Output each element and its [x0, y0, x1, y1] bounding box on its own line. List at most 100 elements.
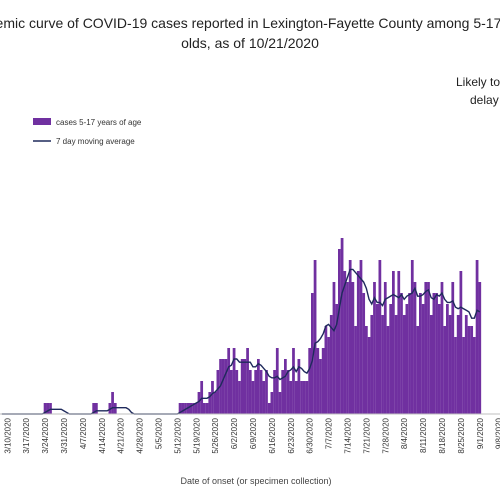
x-tick-label: 8/18/2020 — [438, 417, 447, 453]
case-bar — [370, 315, 374, 414]
case-bar — [246, 348, 249, 414]
case-bar — [192, 403, 195, 414]
case-bar — [394, 315, 398, 414]
case-bar — [427, 282, 430, 414]
case-bar — [265, 370, 268, 414]
x-tick-label: 3/24/2020 — [41, 417, 50, 453]
case-bar — [443, 326, 447, 414]
x-tick-label: 8/25/2020 — [457, 417, 466, 453]
x-tick-label: 3/17/2020 — [22, 417, 31, 453]
case-bar — [365, 326, 368, 414]
case-bar — [451, 282, 455, 414]
case-bar — [286, 370, 290, 414]
case-bar — [362, 293, 366, 414]
case-bar — [381, 315, 384, 414]
case-bar — [230, 370, 233, 414]
x-tick-label: 8/4/2020 — [400, 417, 409, 449]
case-bar — [189, 403, 193, 414]
x-tick-label: 6/2/2020 — [230, 417, 239, 449]
case-bar — [227, 348, 231, 414]
case-bar — [405, 304, 409, 414]
case-bar — [351, 282, 355, 414]
x-tick-label: 7/21/2020 — [362, 417, 371, 453]
case-bar — [410, 260, 414, 414]
x-tick-label: 9/8/2020 — [495, 417, 500, 449]
x-tick-label: 8/11/2020 — [419, 417, 428, 453]
case-bar — [194, 403, 198, 414]
case-bar — [392, 271, 395, 414]
case-bar — [467, 326, 471, 414]
case-bar — [313, 260, 317, 414]
case-bar — [262, 381, 266, 414]
case-bar — [338, 249, 341, 414]
case-bar — [459, 271, 463, 414]
case-bar — [446, 304, 449, 414]
case-bar — [235, 370, 239, 414]
case-bar — [113, 403, 117, 414]
x-tick-label: 3/31/2020 — [60, 417, 69, 453]
case-bar — [440, 282, 444, 414]
case-bar — [329, 315, 333, 414]
case-bar — [343, 271, 347, 414]
case-bar — [305, 381, 309, 414]
case-bar — [240, 359, 244, 414]
legend-bar-label: cases 5-17 years of age — [56, 118, 142, 127]
case-bar — [421, 304, 425, 414]
case-bars — [43, 238, 482, 414]
case-bar — [416, 326, 420, 414]
case-bar — [297, 359, 301, 414]
case-bar — [308, 348, 312, 414]
case-bar — [311, 293, 314, 414]
case-bar — [111, 392, 114, 414]
case-bar — [400, 293, 403, 414]
case-bar — [435, 293, 438, 414]
case-bar — [419, 293, 422, 414]
case-bar — [200, 381, 204, 414]
case-bar — [243, 359, 247, 414]
x-tick-label: 6/30/2020 — [306, 417, 315, 453]
x-axis-title: Date of onset (or specimen collection) — [180, 476, 331, 486]
x-tick-label: 4/14/2020 — [98, 417, 107, 453]
case-bar — [378, 260, 382, 414]
case-bar — [208, 392, 212, 414]
case-bar — [383, 282, 387, 414]
case-bar — [424, 282, 428, 414]
case-bar — [386, 326, 390, 414]
case-bar — [259, 370, 263, 414]
case-bar — [281, 370, 285, 414]
case-bar — [316, 348, 320, 414]
case-bar — [402, 315, 406, 414]
case-bar — [267, 403, 271, 414]
legend-bar-swatch — [33, 118, 51, 125]
case-bar — [254, 370, 258, 414]
case-bar — [327, 337, 330, 414]
case-bar — [356, 271, 360, 414]
x-tick-label: 9/1/2020 — [476, 417, 485, 449]
case-bar — [95, 403, 98, 414]
x-tick-label: 4/7/2020 — [79, 417, 88, 449]
case-bar — [464, 315, 468, 414]
case-bar — [319, 359, 322, 414]
x-tick-label: 4/21/2020 — [117, 417, 126, 453]
case-bar — [413, 282, 417, 414]
case-bar — [289, 381, 293, 414]
case-bar — [354, 326, 357, 414]
case-bar — [340, 238, 344, 414]
x-tick-label: 6/9/2020 — [249, 417, 258, 449]
case-bar — [432, 293, 436, 414]
x-tick-label: 5/19/2020 — [192, 417, 201, 453]
x-tick-label: 3/10/2020 — [3, 417, 12, 453]
case-bar — [408, 293, 411, 414]
case-bar — [429, 315, 433, 414]
case-bar — [251, 381, 255, 414]
legend-line-label: 7 day moving average — [56, 137, 135, 146]
case-bar — [448, 315, 452, 414]
case-bar — [373, 282, 376, 414]
case-bar — [284, 359, 287, 414]
case-bar — [346, 282, 349, 414]
case-bar — [389, 304, 393, 414]
x-tick-label: 6/16/2020 — [268, 417, 277, 453]
case-bar — [437, 304, 441, 414]
case-bar — [300, 381, 303, 414]
case-bar — [46, 403, 50, 414]
